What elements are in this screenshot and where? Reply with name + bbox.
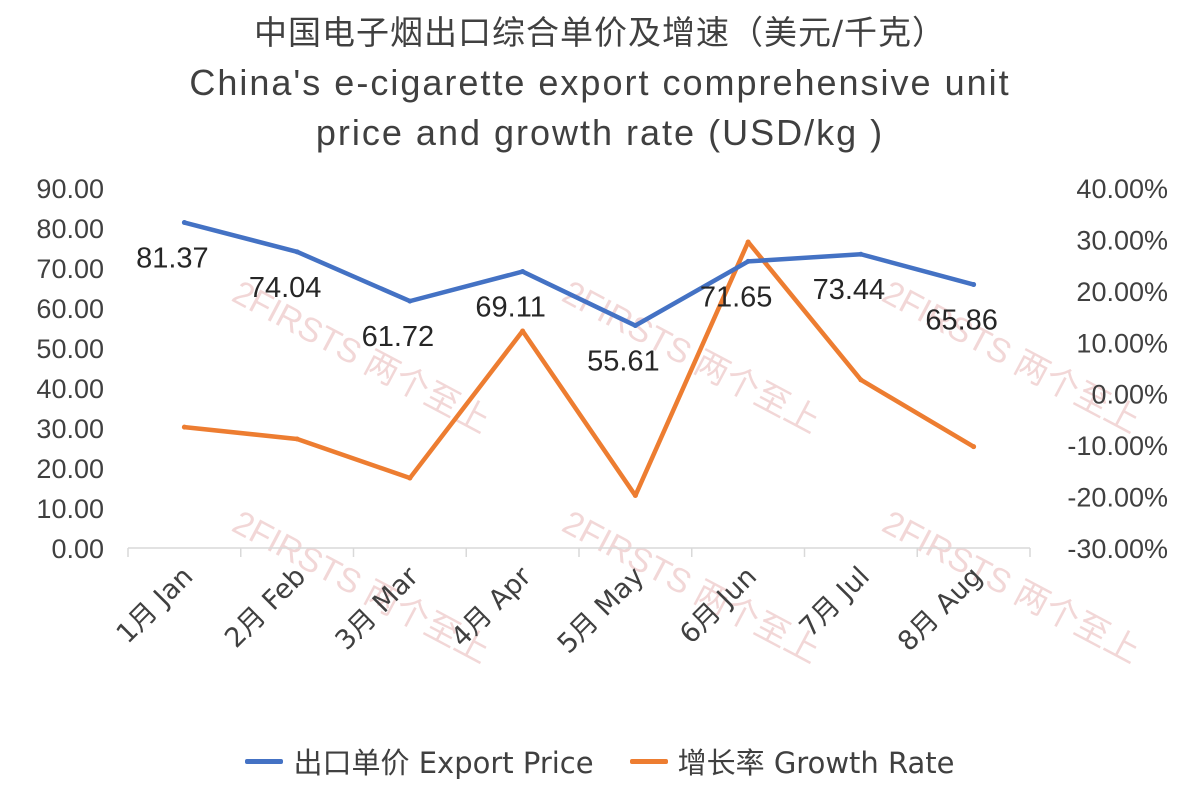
data-point — [520, 269, 526, 275]
legend-item-growth: 增长率 Growth Rate — [629, 740, 955, 782]
right-axis-tick-label: -20.00% — [1067, 483, 1168, 513]
data-point — [971, 282, 977, 288]
left-axis-tick-label: 0.00 — [51, 534, 104, 564]
data-point — [745, 258, 751, 264]
category-label: 1月 Jan — [111, 561, 200, 650]
legend-swatch-price — [245, 758, 284, 764]
category-label: 2月 Feb — [219, 561, 312, 654]
data-point — [520, 328, 526, 334]
export-price-series — [181, 220, 977, 329]
legend-swatch-growth — [629, 758, 668, 764]
price-data-label: 65.86 — [925, 305, 998, 337]
data-point — [858, 377, 864, 383]
price-data-label: 71.65 — [700, 281, 773, 313]
price-data-label: 61.72 — [362, 321, 435, 353]
chart-area: 2FIRSTS 两个至上 2FIRSTS 两个至上 2FIRSTS 两个至上2FIR… — [36, 174, 1168, 671]
axes — [127, 547, 1031, 557]
price-data-label: 55.61 — [587, 346, 660, 378]
data-point — [971, 444, 977, 450]
data-point — [858, 251, 864, 257]
right-axis-ticks: -30.00% -20.00% -10.00% 0.00% 10.00% 20.00% 30… — [1067, 174, 1168, 564]
data-point — [632, 323, 638, 329]
right-axis-tick-label: 0.00% — [1091, 380, 1168, 410]
right-axis-tick-label: 30.00% — [1076, 225, 1168, 255]
data-point — [632, 493, 638, 499]
chart-title-zh: 中国电子烟出口综合单价及增速（美元/千克） — [253, 13, 947, 52]
series-line — [182, 239, 976, 498]
left-axis-tick-label: 50.00 — [36, 334, 104, 364]
category-label: 8月 Aug — [892, 561, 989, 658]
data-point — [294, 436, 300, 442]
data-point — [181, 220, 187, 226]
price-data-label: 74.04 — [249, 272, 322, 304]
left-axis-tick-label: 20.00 — [36, 454, 104, 484]
category-label: 5月 May — [552, 561, 651, 660]
data-point — [745, 239, 751, 245]
category-label: 7月 Jul — [794, 561, 876, 643]
right-axis-tick-label: -10.00% — [1067, 431, 1168, 461]
price-data-label: 81.37 — [136, 243, 209, 275]
chart-title-en-line1: China's e-cigarette export comprehensive… — [189, 62, 1011, 103]
legend: 出口单价 Export Price 增长率 Growth Rate — [0, 740, 1200, 782]
series-line — [182, 220, 976, 328]
data-point — [294, 249, 300, 255]
left-axis-ticks: 0.00 10.00 20.00 30.00 40.00 50.00 60.00 70.00 8… — [36, 174, 104, 564]
category-labels: 1月 Jan 2月 Feb 3月 Mar 4月 Apr 5月 May 6月 Jun 7月 J… — [111, 560, 989, 659]
data-point — [407, 475, 413, 481]
right-axis-tick-label: 20.00% — [1076, 277, 1168, 307]
left-axis-tick-label: 60.00 — [36, 294, 104, 324]
legend-label-price: 出口单价 Export Price — [293, 746, 594, 780]
price-data-label: 73.44 — [813, 274, 886, 306]
legend-label-growth: 增长率 Growth Rate — [677, 746, 955, 780]
data-point — [407, 298, 413, 304]
left-axis-tick-label: 80.00 — [36, 214, 104, 244]
price-data-labels: 81.37 74.04 61.72 69.11 55.61 71.65 73.44 65.86 — [136, 243, 998, 378]
left-axis-tick-label: 10.00 — [36, 494, 104, 524]
price-data-label: 69.11 — [475, 292, 545, 324]
right-axis-tick-label: 40.00% — [1076, 174, 1168, 204]
left-axis-tick-label: 30.00 — [36, 414, 104, 444]
left-axis-tick-label: 90.00 — [36, 174, 104, 204]
chart-title-en-line2: price and growth rate (USD/kg ) — [315, 112, 885, 153]
left-axis-tick-label: 70.00 — [36, 254, 104, 284]
growth-rate-series — [181, 239, 977, 499]
right-axis-tick-label: -30.00% — [1067, 534, 1168, 564]
data-point — [181, 424, 187, 430]
right-axis-tick-label: 10.00% — [1076, 328, 1168, 358]
left-axis-tick-label: 40.00 — [36, 374, 104, 404]
legend-item-price: 出口单价 Export Price — [245, 740, 594, 782]
